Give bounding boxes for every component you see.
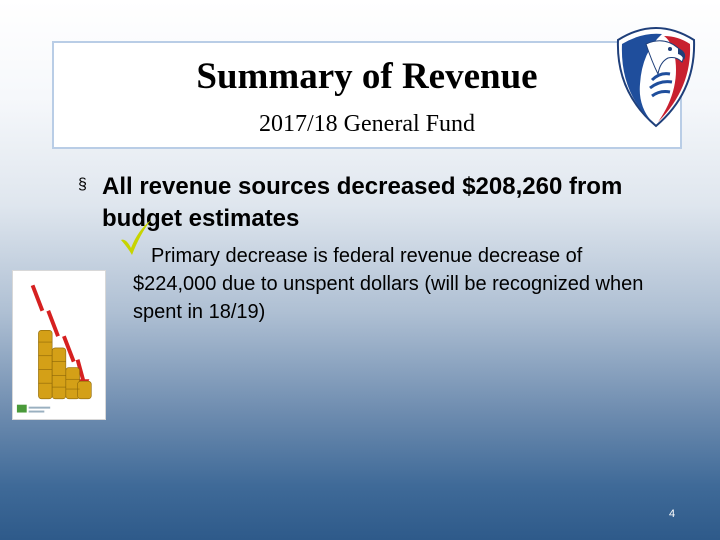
bullet-marker: § — [78, 176, 87, 193]
eagle-feathers — [649, 72, 673, 98]
title-box: Summary of Revenue 2017/18 General Fund — [52, 41, 682, 149]
slide-title: Summary of Revenue — [196, 56, 538, 97]
checkmark-icon — [121, 220, 151, 255]
eagle-head — [645, 40, 684, 76]
declining-coins-chart-icon — [12, 270, 106, 420]
red-arrows — [30, 284, 86, 382]
coin-stacks — [38, 330, 92, 400]
eagle-beak — [678, 48, 686, 60]
coin-lines — [38, 341, 80, 390]
page-number: 4 — [668, 508, 676, 520]
sub-bullet-rest: $224,000 due to unspent dollars (will be… — [133, 273, 644, 323]
sub-bullet: Primary decrease is federal revenue decr… — [133, 242, 678, 326]
slide-subtitle: 2017/18 General Fund — [259, 111, 475, 137]
eagle-eye — [668, 47, 672, 51]
eagle-shield-logo — [616, 27, 696, 128]
bullet-text: All revenue sources decreased $208,260 f… — [102, 173, 623, 232]
sub-bullet-line-1: Primary decrease is federal revenue decr… — [151, 245, 583, 267]
shield-blue-band — [621, 33, 662, 122]
